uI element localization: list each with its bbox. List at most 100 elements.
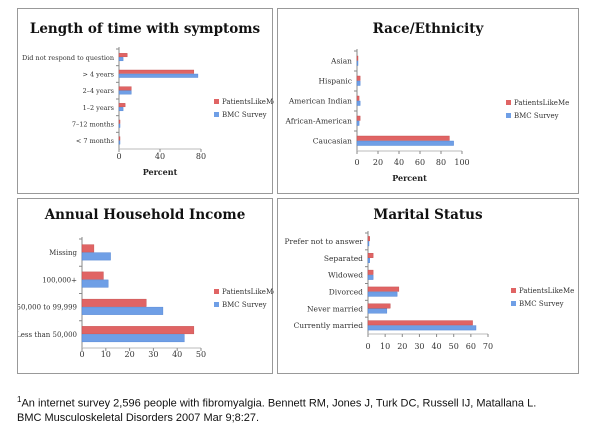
bar-bmc-survey-currently-married [367, 325, 477, 331]
income-bar-chart: 0 10 20 30 40 50 Missing 100,000+ 50,000 to 99,9… [18, 237, 274, 359]
bar-patientslikeme-divorced [367, 286, 400, 292]
category-label: Separated [324, 254, 363, 263]
category-label: Asian [330, 57, 352, 66]
x-tick-label: 20 [373, 158, 383, 167]
x-tick-label: 80 [436, 158, 446, 167]
bar-bmc-survey-7-months [118, 140, 121, 145]
x-tick-label: 0 [79, 350, 84, 359]
category-label: African-American [284, 117, 352, 126]
category-label: 100,000+ [42, 276, 77, 284]
category-label: Missing [49, 249, 77, 257]
bar-patientslikeme-currently-married [367, 320, 473, 326]
category-label: > 4 years [82, 71, 114, 79]
bar-bmc-survey-1-2-years [118, 107, 124, 112]
x-axis-label: Percent [392, 173, 427, 183]
category-label: Prefer not to answer [284, 237, 363, 246]
bar-bmc-survey-asian [356, 60, 359, 66]
category-label: Divorced [329, 287, 363, 296]
legend-label-bmc-survey: BMC Survey [222, 301, 267, 309]
bar-patientslikeme-american-indian [356, 95, 360, 101]
footnote: 1An internet survey 2,596 people with fi… [17, 393, 582, 425]
footnote-line-2: BMC Musculoskeletal Disorders 2007 Mar 9… [17, 411, 260, 424]
bar-patientslikeme-2-4-years [118, 86, 132, 91]
bar-patientslikeme-widowed [367, 269, 374, 275]
x-tick-label: 10 [101, 350, 111, 359]
x-tick-label: 40 [394, 158, 404, 167]
legend-swatch-patientslikeme [214, 99, 219, 104]
chart-panel-income: Annual Household Income 0 10 20 30 40 50 Missi… [17, 198, 274, 374]
legend-label-bmc-survey: BMC Survey [519, 300, 564, 308]
legend-swatch-patientslikeme [214, 289, 219, 294]
bar-bmc-survey-divorced [367, 291, 398, 297]
x-tick-label: 40 [155, 152, 165, 161]
x-tick-label: 20 [397, 342, 407, 351]
category-label: Widowed [328, 271, 363, 280]
legend-swatch-bmc-survey [214, 112, 219, 117]
x-tick-label: 60 [466, 342, 476, 351]
legend-swatch-patientslikeme [511, 288, 516, 293]
bar-patientslikeme-100-000 [81, 271, 104, 280]
bar-patientslikeme-missing [81, 244, 95, 253]
bar-bmc-survey-hispanic [356, 80, 361, 86]
category-label: 7–12 months [72, 121, 114, 129]
bar-patientslikeme-50-000-to-99-999 [81, 298, 147, 307]
bar-patientslikeme-less-than-50-000 [81, 326, 195, 335]
x-tick-label: 80 [196, 152, 206, 161]
bar-bmc-survey-never-married [367, 308, 388, 314]
category-label: < 7 months [76, 137, 114, 145]
bar-bmc-survey-did-not-respond-to-question [118, 57, 124, 62]
category-label: Less than 50,000 [18, 331, 77, 339]
bar-bmc-survey-separated [367, 258, 370, 263]
legend-swatch-patientslikeme [506, 100, 511, 105]
legend-label-patientslikeme: PatientsLikeMe [519, 287, 574, 295]
bar-bmc-survey-african-american [356, 120, 360, 126]
x-tick-label: 30 [414, 342, 424, 351]
x-tick-label: 70 [483, 342, 493, 351]
chart-title: Annual Household Income [44, 207, 246, 223]
category-label: Hispanic [319, 77, 353, 86]
category-label: Currently married [294, 321, 364, 330]
bar-patientslikeme-african-american [356, 115, 361, 121]
bar-patientslikeme-4-years [118, 69, 195, 74]
chart-panel-marital: Marital Status 0 10 20 30 40 50 60 70 Prefer not… [277, 198, 579, 374]
bar-bmc-survey-7-12-months [118, 123, 121, 128]
bar-patientslikeme-did-not-respond-to-question [118, 53, 128, 58]
chart-title: Length of time with symptoms [29, 21, 261, 37]
x-tick-label: 100 [454, 158, 469, 167]
bar-bmc-survey-less-than-50-000 [81, 334, 185, 343]
legend-label-bmc-survey: BMC Survey [222, 111, 267, 119]
chart-panel-race: Race/Ethnicity 0 20 40 60 80 100 Asian Hispanic… [277, 8, 579, 194]
category-label: American Indian [288, 97, 352, 106]
legend-label-patientslikeme: PatientsLikeMe [222, 288, 274, 296]
chart-panel-symptoms: Length of time with symptoms 0 40 80 Did no… [17, 8, 274, 194]
x-tick-label: 0 [116, 152, 121, 161]
chart-title: Marital Status [373, 207, 483, 223]
x-axis-label: Percent [143, 167, 178, 177]
bar-bmc-survey-caucasian [356, 140, 454, 146]
x-tick-label: 40 [431, 342, 441, 351]
x-tick-label: 50 [196, 350, 206, 359]
bar-bmc-survey-american-indian [356, 100, 361, 106]
x-tick-label: 0 [365, 342, 370, 351]
footnote-marker: 1 [17, 395, 22, 404]
legend-swatch-bmc-survey [506, 113, 511, 118]
x-tick-label: 0 [354, 158, 359, 167]
legend-label-patientslikeme: PatientsLikeMe [514, 99, 569, 107]
legend-swatch-bmc-survey [511, 301, 516, 306]
x-tick-label: 40 [172, 350, 182, 359]
legend-swatch-bmc-survey [214, 302, 219, 307]
bar-patientslikeme-asian [356, 55, 359, 61]
category-label: Caucasian [313, 137, 352, 146]
bar-patientslikeme-never-married [367, 303, 391, 309]
x-tick-label: 50 [449, 342, 459, 351]
x-tick-label: 20 [125, 350, 135, 359]
bar-patientslikeme-1-2-years [118, 103, 126, 108]
bar-patientslikeme-prefer-not-to-answer [367, 236, 370, 242]
category-label: 1–2 years [83, 104, 114, 112]
bar-patientslikeme-separated [367, 253, 374, 258]
legend-label-patientslikeme: PatientsLikeMe [222, 98, 274, 106]
x-tick-label: 30 [148, 350, 158, 359]
x-tick-label: 60 [415, 158, 425, 167]
category-label: Did not respond to question [22, 54, 114, 62]
bar-patientslikeme-7-12-months [118, 119, 121, 124]
